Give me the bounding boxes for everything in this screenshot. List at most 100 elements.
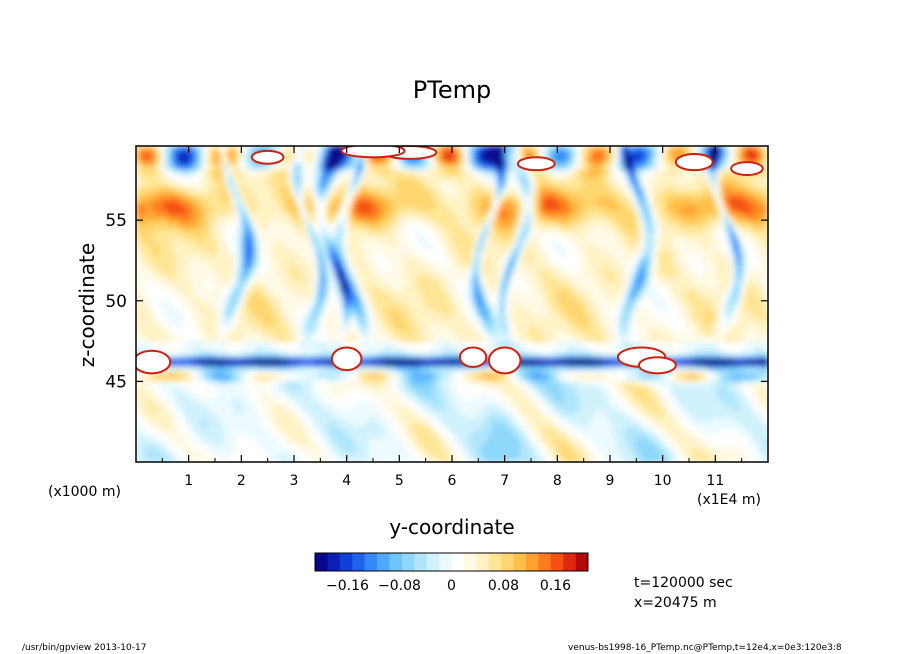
- heatmap-cell: [392, 230, 397, 235]
- heatmap-cell: [728, 226, 733, 231]
- heatmap-cell: [708, 182, 713, 187]
- heatmap-cell: [268, 254, 273, 259]
- heatmap-cell: [360, 262, 365, 267]
- heatmap-cell: [664, 178, 669, 183]
- heatmap-cell: [428, 214, 433, 219]
- heatmap-cell: [320, 154, 325, 159]
- heatmap-cell: [632, 154, 637, 159]
- heatmap-cell: [452, 178, 457, 183]
- heatmap-cell: [500, 146, 505, 151]
- heatmap-cell: [588, 154, 593, 159]
- heatmap-cell: [456, 222, 461, 227]
- heatmap-cell: [516, 254, 521, 259]
- heatmap-cell: [508, 234, 513, 239]
- heatmap-cell: [448, 250, 453, 255]
- heatmap-cell: [420, 162, 425, 167]
- heatmap-cell: [464, 250, 469, 255]
- heatmap-cell: [572, 258, 577, 263]
- heatmap-cell: [400, 266, 405, 271]
- heatmap-cell: [140, 166, 145, 171]
- heatmap-cell: [140, 230, 145, 235]
- heatmap-cell: [640, 254, 645, 259]
- heatmap-cell: [244, 186, 249, 191]
- heatmap-cell: [592, 234, 597, 239]
- heatmap-cell: [620, 162, 625, 167]
- heatmap-cell: [648, 218, 653, 223]
- heatmap-cell: [536, 230, 541, 235]
- heatmap-cell: [192, 242, 197, 247]
- heatmap-cell: [400, 210, 405, 215]
- heatmap-cell: [764, 214, 768, 219]
- heatmap-cell: [540, 238, 545, 243]
- heatmap-cell: [328, 238, 333, 243]
- heatmap-cell: [256, 270, 261, 275]
- heatmap-cell: [668, 202, 673, 207]
- heatmap-cell: [736, 206, 741, 211]
- heatmap-cell: [432, 262, 437, 267]
- heatmap-cell: [420, 174, 425, 179]
- heatmap-cell: [728, 254, 733, 259]
- heatmap-cell: [708, 214, 713, 219]
- heatmap-cell: [424, 182, 429, 187]
- heatmap-cell: [444, 250, 449, 255]
- heatmap-cell: [328, 270, 333, 275]
- heatmap-cell: [652, 182, 657, 187]
- heatmap-cell: [276, 182, 281, 187]
- heatmap-cell: [240, 270, 245, 275]
- heatmap-cell: [356, 242, 361, 247]
- heatmap-cell: [436, 162, 441, 167]
- heatmap-cell: [180, 214, 185, 219]
- heatmap-cell: [532, 214, 537, 219]
- heatmap-cell: [468, 250, 473, 255]
- heatmap-cell: [340, 210, 345, 215]
- heatmap-cell: [408, 266, 413, 271]
- heatmap-cell: [760, 262, 765, 267]
- heatmap-cell: [616, 162, 621, 167]
- heatmap-cell: [664, 258, 669, 263]
- heatmap-cell: [716, 238, 721, 243]
- heatmap-cell: [396, 182, 401, 187]
- heatmap-cell: [396, 174, 401, 179]
- heatmap-cell: [524, 210, 529, 215]
- heatmap-cell: [416, 158, 421, 163]
- heatmap-cell: [516, 210, 521, 215]
- heatmap-cell: [472, 194, 477, 199]
- heatmap-cell: [248, 174, 253, 179]
- heatmap-cell: [208, 186, 213, 191]
- heatmap-cell: [212, 198, 217, 203]
- heatmap-cell: [552, 170, 557, 175]
- heatmap-cell: [764, 162, 768, 167]
- heatmap-cell: [148, 194, 153, 199]
- heatmap-cell: [628, 166, 633, 171]
- heatmap-cell: [428, 170, 433, 175]
- heatmap-cell: [564, 170, 569, 175]
- heatmap-cell: [328, 166, 333, 171]
- heatmap-cell: [444, 186, 449, 191]
- heatmap-cell: [260, 238, 265, 243]
- heatmap-cell: [380, 210, 385, 215]
- heatmap-cell: [260, 218, 265, 223]
- heatmap-cell: [264, 190, 269, 195]
- heatmap-cell: [516, 238, 521, 243]
- heatmap-cell: [316, 178, 321, 183]
- heatmap-cell: [536, 186, 541, 191]
- heatmap-cell: [340, 246, 345, 251]
- heatmap-cell: [688, 258, 693, 263]
- heatmap-cell: [732, 210, 737, 215]
- heatmap-cell: [216, 266, 221, 271]
- heatmap-cell: [752, 186, 757, 191]
- heatmap-cell: [336, 198, 341, 203]
- heatmap-cell: [732, 194, 737, 199]
- heatmap-cell: [508, 218, 513, 223]
- heatmap-cell: [140, 162, 145, 167]
- heatmap-cell: [308, 170, 313, 175]
- heatmap-cell: [672, 234, 677, 239]
- heatmap-cell: [240, 246, 245, 251]
- heatmap-cell: [224, 158, 229, 163]
- heatmap-cell: [584, 266, 589, 271]
- heatmap-cell: [308, 258, 313, 263]
- heatmap-cell: [324, 246, 329, 251]
- heatmap-cell: [136, 210, 141, 215]
- heatmap-cell: [512, 146, 517, 151]
- heatmap-cell: [664, 250, 669, 255]
